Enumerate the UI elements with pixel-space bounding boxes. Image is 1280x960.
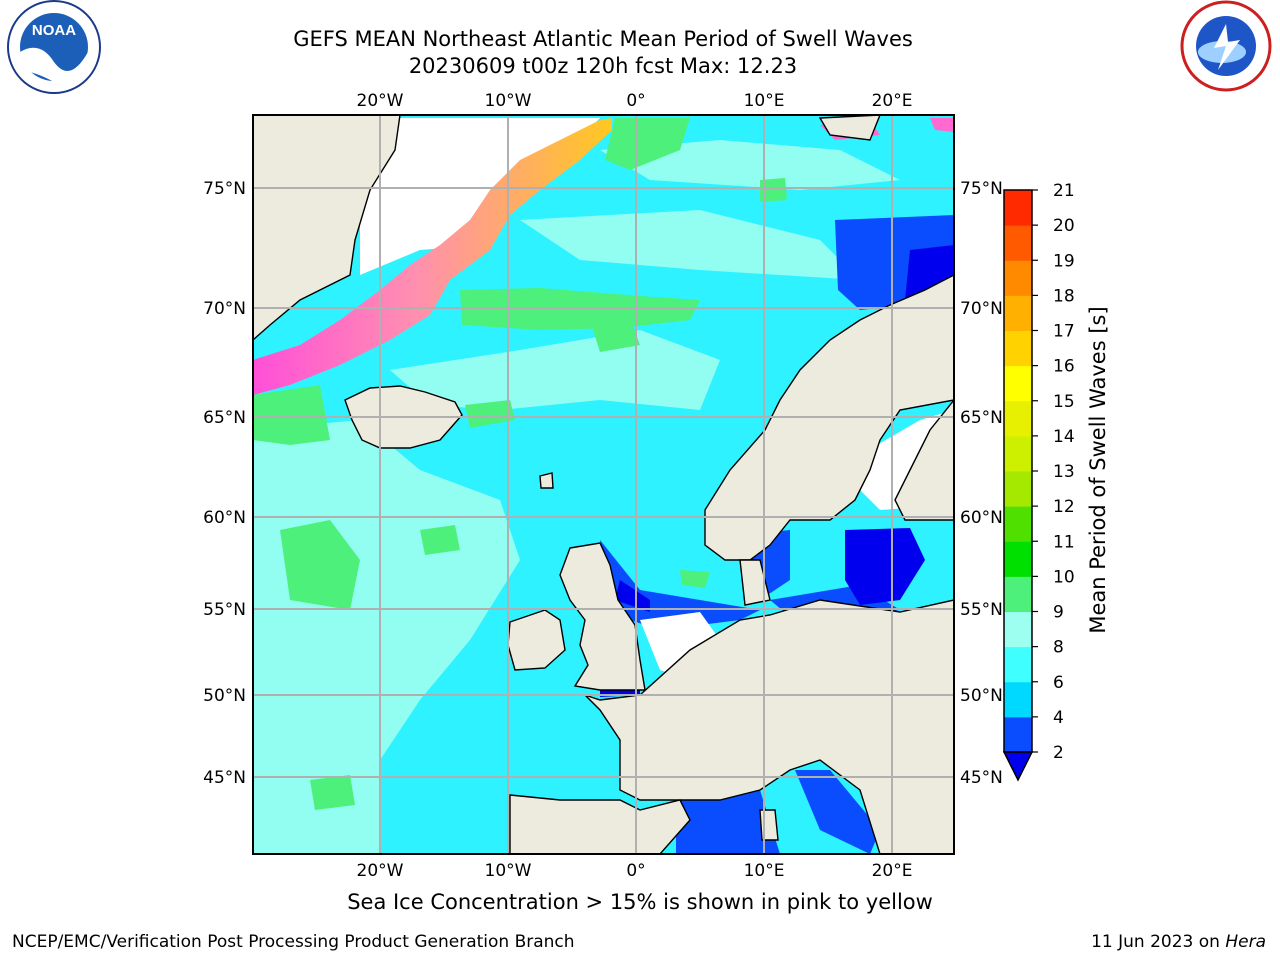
lon-tick-top: 10°W xyxy=(485,91,532,111)
colorbar-segment xyxy=(1004,190,1032,226)
greenland xyxy=(253,115,401,341)
colorbar-segment xyxy=(1004,506,1032,542)
lat-tick-left: 60°N xyxy=(203,508,246,528)
colorbar-tick-label: 11 xyxy=(1053,532,1075,552)
lon-tick-bottom: 10°W xyxy=(485,861,532,881)
lon-tick-top: 0° xyxy=(626,91,645,111)
graticule xyxy=(253,115,954,854)
lon-tick-bottom: 10°E xyxy=(744,861,785,881)
lat-tick-left: 45°N xyxy=(203,768,246,788)
colorbar-label: Mean Period of Swell Waves [s] xyxy=(1086,306,1110,633)
colorbar-tick-label: 14 xyxy=(1053,427,1075,447)
colorbar-tick-label: 17 xyxy=(1053,322,1075,342)
colorbar-segment xyxy=(1004,646,1032,683)
map-title: GEFS MEAN Northeast Atlantic Mean Period… xyxy=(293,27,913,51)
colorbar-under-extension xyxy=(1002,751,1034,782)
colorbar-tick-label: 10 xyxy=(1053,567,1075,587)
lat-tick-right: 55°N xyxy=(960,600,1003,620)
nws-logo xyxy=(1180,0,1272,92)
date-text: 11 Jun 2023 on Hera xyxy=(1091,932,1266,952)
colorbar-segment xyxy=(1004,365,1032,402)
lon-tick-top: 20°E xyxy=(872,91,913,111)
colorbar-tick-label: 16 xyxy=(1053,357,1075,377)
colorbar-tick-label: 13 xyxy=(1053,462,1075,482)
lon-tick-bottom: 0° xyxy=(626,861,645,881)
faroe xyxy=(539,472,554,489)
colorbar-tick-label: 9 xyxy=(1053,603,1064,623)
europe-mainland xyxy=(584,599,954,854)
map-subtitle: 20230609 t00z 120h fcst Max: 12.23 xyxy=(408,54,798,78)
lon-tick-bottom: 20°W xyxy=(357,861,404,881)
iberia xyxy=(509,794,691,854)
colorbar-tick-label: 12 xyxy=(1053,497,1075,517)
lat-tick-left: 50°N xyxy=(203,686,246,706)
colorbar-tick-label: 4 xyxy=(1053,708,1064,728)
colorbar-tick-label: 2 xyxy=(1053,743,1064,763)
colorbar-segment xyxy=(1004,260,1032,296)
colorbar-segment xyxy=(1004,400,1032,437)
colorbar-segment xyxy=(1004,576,1032,612)
colorbar-segment xyxy=(1004,471,1032,507)
map-frame xyxy=(252,114,955,855)
colorbar-segment xyxy=(1004,681,1032,718)
noaa-logo-text: NOAA xyxy=(32,22,76,39)
colorbar-segment xyxy=(1004,225,1032,261)
lat-tick-right: 65°N xyxy=(960,408,1003,428)
colorbar-segment xyxy=(1004,435,1032,472)
colorbar-segment xyxy=(1004,295,1032,331)
colorbar: 2 4 6 8 9 10 11 12 13 14 15 16 17 18 19 20 21 xyxy=(1002,181,1075,782)
colorbar-segment xyxy=(1004,541,1032,577)
lat-tick-left: 65°N xyxy=(203,408,246,428)
colorbar-tick-label: 8 xyxy=(1053,638,1064,658)
colorbar-tick-label: 20 xyxy=(1053,216,1075,236)
lat-tick-left: 75°N xyxy=(203,179,246,199)
lon-tick-top: 10°E xyxy=(744,91,785,111)
denmark xyxy=(739,559,771,606)
colorbar-tick-label: 15 xyxy=(1053,392,1075,412)
noaa-logo: NOAA xyxy=(7,0,101,94)
lat-tick-right: 70°N xyxy=(960,299,1003,319)
lat-tick-right: 50°N xyxy=(960,686,1003,706)
credit-text: NCEP/EMC/Verification Post Processing Pr… xyxy=(12,932,575,952)
colorbar-tick-label: 21 xyxy=(1053,181,1075,201)
great-britain xyxy=(559,542,646,691)
lat-tick-left: 55°N xyxy=(203,600,246,620)
lat-tick-right: 75°N xyxy=(960,179,1003,199)
date-value: 11 Jun 2023 on xyxy=(1091,932,1220,952)
finland-east xyxy=(894,398,954,521)
colorbar-segment xyxy=(1004,716,1032,753)
lat-tick-left: 70°N xyxy=(203,299,246,319)
colorbar-segment xyxy=(1004,330,1032,367)
colorbar-segment xyxy=(1004,611,1032,648)
lat-tick-right: 60°N xyxy=(960,508,1003,528)
colorbar-tick-label: 6 xyxy=(1053,673,1064,693)
sardinia-corsica xyxy=(759,809,779,841)
sea-ice-note: Sea Ice Concentration > 15% is shown in … xyxy=(347,890,933,914)
colorbar-tick-label: 18 xyxy=(1053,286,1075,306)
colorbar-tick-label: 19 xyxy=(1053,251,1075,271)
lon-tick-top: 20°W xyxy=(357,91,404,111)
lat-tick-right: 45°N xyxy=(960,768,1003,788)
swell-9-11-region xyxy=(253,118,787,810)
ireland xyxy=(507,609,566,671)
lon-tick-bottom: 20°E xyxy=(872,861,913,881)
machine-name: Hera xyxy=(1225,932,1266,952)
